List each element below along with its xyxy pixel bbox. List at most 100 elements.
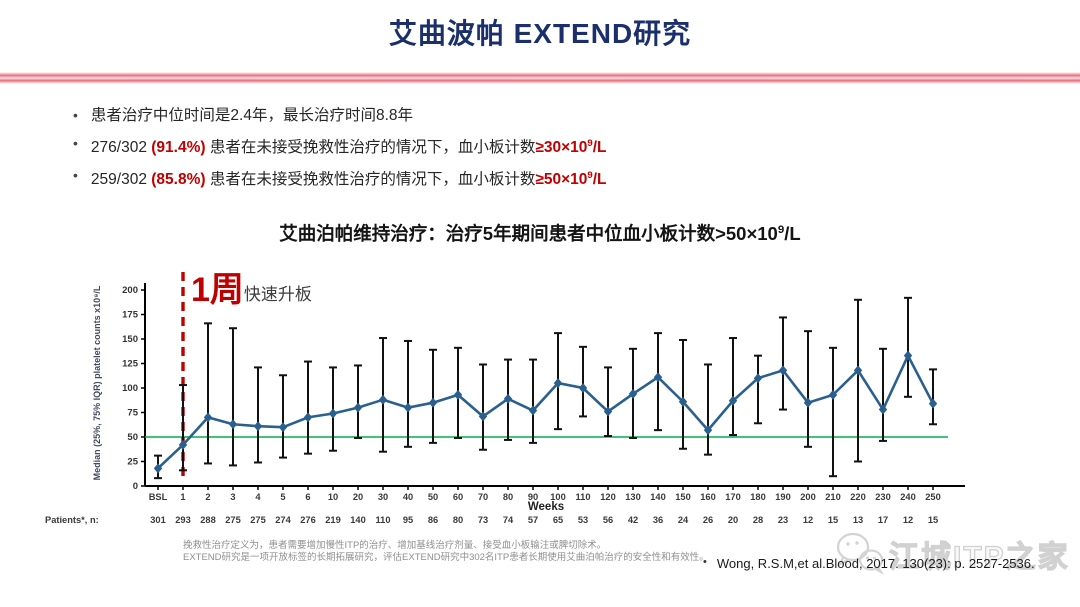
x-tick-label: 20	[353, 492, 363, 502]
data-point	[303, 412, 313, 423]
data-point	[153, 463, 163, 474]
data-point	[778, 365, 788, 376]
data-point	[403, 402, 413, 413]
x-tick-label: 140	[650, 492, 666, 502]
key-findings-list: • 患者治疗中位时间是2.4年，最长治疗时间8.8年 • 276/302 (91…	[73, 107, 773, 199]
patients-count: 23	[778, 515, 788, 525]
week1-annotation-big: 1周	[191, 271, 244, 309]
watermark-text: 江城ITP之家	[888, 540, 1070, 574]
x-tick-label: 100	[550, 492, 566, 502]
patients-count: 24	[678, 515, 689, 525]
x-tick-label: 90	[528, 492, 538, 502]
wechat-icon	[836, 532, 885, 576]
patients-count: 140	[350, 515, 366, 525]
bullet-marker: •	[73, 135, 78, 151]
data-point	[803, 397, 813, 408]
y-tick-label: 100	[122, 383, 138, 394]
x-tick-label: 230	[875, 492, 891, 502]
patients-count: 57	[528, 515, 538, 525]
bullet-item-3: • 259/302 (85.8%) 患者在未接受挽救性治疗的情况下，血小板计数≥…	[73, 167, 773, 188]
data-point	[678, 396, 688, 407]
x-tick-label: 240	[900, 492, 916, 502]
data-point	[428, 397, 438, 408]
bullet-marker: •	[73, 167, 78, 184]
x-tick-label: 4	[255, 492, 261, 502]
x-tick-label: 200	[800, 492, 816, 502]
y-tick-label: 25	[127, 457, 138, 468]
x-tick-label: 220	[850, 492, 866, 502]
patients-count: 288	[200, 515, 216, 525]
y-tick-label: 200	[122, 285, 138, 296]
x-tick-label: 5	[280, 492, 285, 502]
data-point	[528, 405, 538, 416]
watermark: 江城ITP之家	[833, 530, 1070, 578]
y-tick-label: 0	[133, 481, 138, 492]
patients-count: 12	[803, 515, 813, 525]
patients-count: 42	[628, 515, 638, 525]
patients-count: 13	[853, 515, 863, 525]
patients-count: 17	[878, 515, 888, 525]
data-point	[903, 350, 913, 361]
week1-annotation: 1周 快速升板	[191, 273, 312, 307]
title-divider	[0, 72, 1080, 84]
x-tick-label: 170	[725, 492, 741, 502]
x-axis-title: Weeks	[528, 501, 564, 513]
bullet-item-2: • 276/302 (91.4%) 患者在未接受挽救性治疗的情况下，血小板计数≥…	[73, 135, 773, 156]
x-tick-label: 60	[453, 492, 463, 502]
patients-count: 86	[428, 515, 438, 525]
patients-count: 53	[578, 515, 588, 525]
x-tick-label: 150	[675, 492, 691, 502]
data-point	[853, 365, 863, 376]
patients-count: 73	[478, 515, 488, 525]
patients-count: 56	[603, 515, 613, 525]
x-tick-label: 6	[305, 492, 310, 502]
footnote-line-1: 挽救性治疗定义为，患者需要增加慢性ITP的治疗、增加基线治疗剂量、接受血小板输注…	[183, 540, 607, 551]
y-tick-label: 125	[122, 359, 139, 370]
patients-count: 12	[903, 515, 913, 525]
x-tick-label: 2	[205, 492, 210, 502]
data-point	[578, 383, 588, 393]
y-axis-title: Median (25%, 75% IQR) platelet counts x1…	[92, 285, 102, 480]
y-tick-label: 150	[122, 334, 138, 345]
data-point	[203, 412, 213, 423]
x-tick-label: 40	[403, 492, 413, 502]
patients-count: 110	[376, 515, 391, 525]
x-tick-label: 120	[600, 492, 616, 502]
data-point	[728, 395, 738, 406]
x-tick-label: BSL	[149, 492, 168, 502]
patients-count: 28	[753, 515, 763, 525]
week1-annotation-small: 快速升板	[243, 285, 312, 304]
data-point	[878, 404, 888, 415]
data-point	[503, 393, 513, 404]
data-point	[278, 422, 288, 433]
patients-count: 36	[653, 515, 663, 525]
patients-count: 74	[503, 515, 514, 525]
footnote-line-2: EXTEND研究是一项开放标签的长期拓展研究，评估EXTEND研究中302名IT…	[183, 552, 709, 563]
data-point	[353, 402, 363, 413]
data-point	[328, 408, 338, 419]
x-tick-label: 110	[576, 492, 591, 502]
bullet-marker: •	[73, 107, 78, 123]
data-point	[753, 373, 763, 384]
x-tick-label: 10	[328, 492, 338, 502]
x-tick-label: 160	[700, 492, 716, 502]
patients-count: 20	[728, 515, 738, 525]
citation: • Wong, R.S.M,et al.Blood, 2017. 130(23)…	[703, 556, 1035, 571]
x-tick-label: 70	[478, 492, 488, 502]
data-point	[928, 398, 938, 409]
data-point	[828, 389, 838, 400]
x-tick-label: 210	[825, 492, 841, 502]
x-tick-label: 50	[428, 492, 438, 502]
x-tick-label: 250	[925, 492, 941, 502]
data-point	[253, 421, 263, 432]
patients-count: 65	[553, 515, 563, 525]
citation-text: Wong, R.S.M,et al.Blood, 2017. 130(23): …	[716, 556, 1035, 571]
patients-count: 275	[250, 515, 266, 525]
x-tick-label: 180	[750, 492, 766, 502]
y-tick-label: 175	[122, 310, 139, 321]
footnotes: 挽救性治疗定义为，患者需要增加慢性ITP的治疗、增加基线治疗剂量、接受血小板输注…	[183, 540, 709, 564]
x-tick-label: 1	[180, 492, 185, 502]
bullet-item-1: • 患者治疗中位时间是2.4年，最长治疗时间8.8年	[73, 107, 773, 124]
